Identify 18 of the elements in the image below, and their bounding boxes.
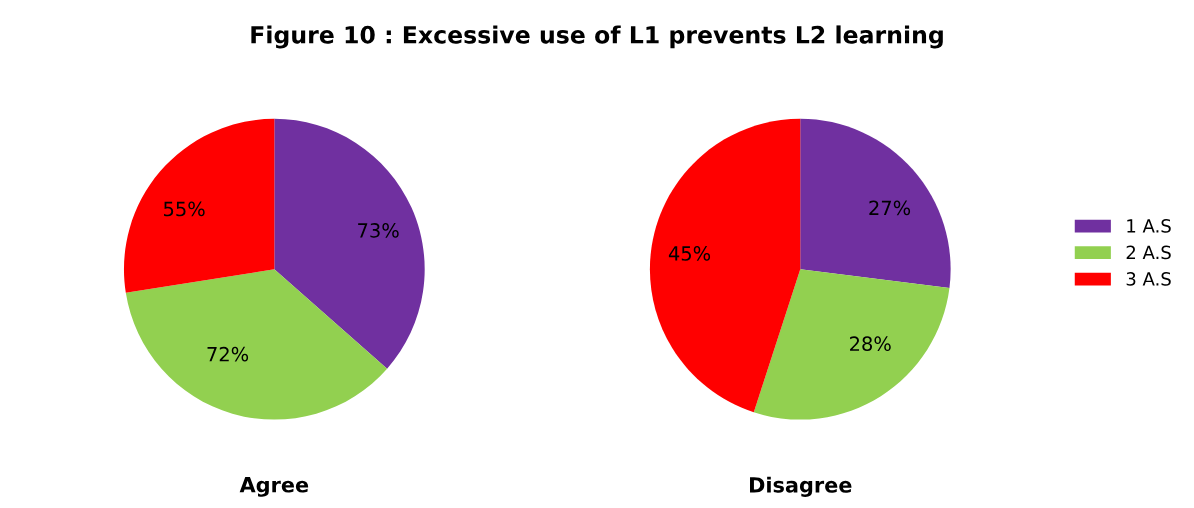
data-label: 72% <box>207 346 249 362</box>
pie-slice <box>125 269 388 420</box>
data-label: 28% <box>850 336 891 352</box>
pie-slice <box>123 118 275 293</box>
data-label: 45% <box>668 246 711 261</box>
legend-label: 1 A.S <box>1127 219 1171 233</box>
text: Agree <box>239 477 309 497</box>
pie-slice <box>649 118 801 413</box>
pie-slice <box>800 118 951 289</box>
legend-label: 2 A.S <box>1126 245 1171 260</box>
pie-slice <box>274 118 425 369</box>
data-label: 55% <box>164 201 205 217</box>
chart-title: Figure 10 : Excessive use of L1 prevents L2 learning <box>251 25 943 49</box>
data-label: 73% <box>358 223 399 238</box>
data-label: 27% <box>869 200 911 216</box>
legend-label: 3 A.S <box>1126 272 1171 286</box>
text: Disagree <box>750 476 852 497</box>
pie-slice <box>753 269 950 420</box>
